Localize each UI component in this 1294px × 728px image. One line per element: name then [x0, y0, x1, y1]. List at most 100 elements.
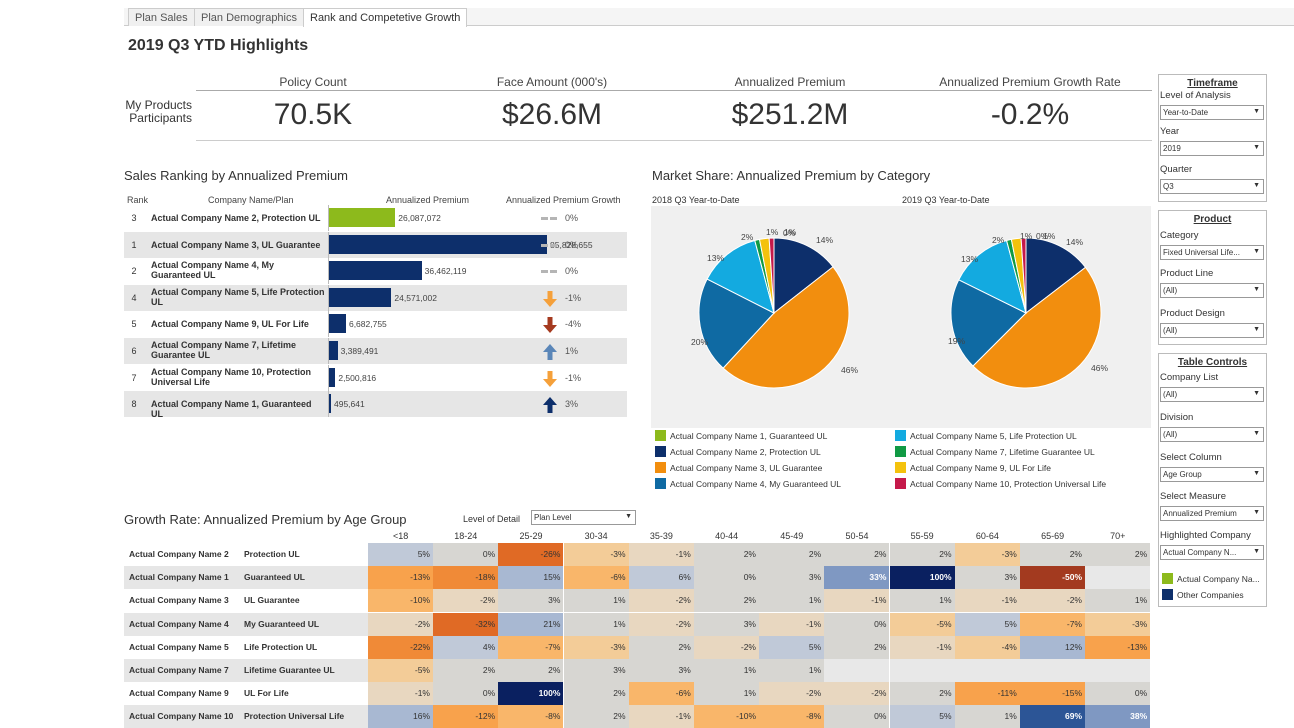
- heatmap-row[interactable]: Actual Company Name 4 My Guaranteed UL: [124, 612, 368, 636]
- heatmap-cell[interactable]: 69%: [1020, 705, 1085, 728]
- heatmap-cell[interactable]: 3%: [759, 566, 825, 590]
- heatmap-cell[interactable]: 6%: [628, 566, 694, 590]
- heatmap-cell[interactable]: 38%: [1085, 705, 1151, 728]
- heatmap-cell[interactable]: 16%: [368, 705, 433, 728]
- heatmap-cell[interactable]: 33%: [824, 566, 890, 590]
- pie-legend-item[interactable]: Actual Company Name 10, Protection Unive…: [895, 478, 1106, 489]
- heatmap-cell[interactable]: -18%: [433, 566, 499, 590]
- product-select[interactable]: Fixed Universal Life... ▼: [1160, 245, 1264, 260]
- heatmap-cell[interactable]: -10%: [694, 705, 759, 728]
- pie-slice[interactable]: [722, 266, 850, 389]
- heatmap-cell[interactable]: 4%: [433, 635, 499, 659]
- heatmap-cell[interactable]: 2%: [889, 682, 955, 706]
- pie-slice[interactable]: [1020, 237, 1027, 314]
- heatmap-cell[interactable]: 1%: [889, 589, 955, 613]
- pie-slice[interactable]: [706, 239, 775, 314]
- table_controls-select[interactable]: (All) ▼: [1160, 427, 1264, 442]
- heatmap-cell[interactable]: -2%: [1020, 589, 1085, 613]
- heatmap-cell[interactable]: -1%: [759, 612, 825, 636]
- ranking-row[interactable]: 2 Actual Company Name 4, My Guaranteed UL…: [124, 258, 627, 285]
- pie-legend-item[interactable]: Actual Company Name 3, UL Guarantee: [655, 462, 822, 473]
- heatmap-cell[interactable]: -3%: [563, 635, 629, 659]
- pie-slice[interactable]: [972, 266, 1102, 389]
- heatmap-cell[interactable]: 0%: [433, 682, 499, 706]
- heatmap-cell[interactable]: 2%: [498, 659, 564, 682]
- heatmap-cell[interactable]: 15%: [498, 566, 564, 590]
- heatmap-cell[interactable]: 2%: [1020, 543, 1085, 566]
- heatmap-cell[interactable]: -10%: [368, 589, 433, 613]
- heatmap-cell[interactable]: -13%: [1085, 635, 1151, 659]
- heatmap-cell[interactable]: -5%: [368, 659, 433, 682]
- product-select[interactable]: (All) ▼: [1160, 323, 1264, 338]
- heatmap-cell[interactable]: -1%: [889, 635, 955, 659]
- level-of-detail-select[interactable]: Plan Level ▼: [531, 510, 636, 525]
- ranking-row[interactable]: 7 Actual Company Name 10, Protection Univ…: [124, 364, 627, 391]
- heatmap-cell[interactable]: 3%: [563, 659, 629, 682]
- heatmap-cell[interactable]: 3%: [954, 566, 1020, 590]
- heatmap-cell[interactable]: 0%: [824, 705, 890, 728]
- pie-legend-item[interactable]: Actual Company Name 2, Protection UL: [655, 446, 821, 457]
- ranking-row[interactable]: 4 Actual Company Name 5, Life Protection …: [124, 284, 627, 311]
- pie-legend-item[interactable]: Actual Company Name 1, Guaranteed UL: [655, 430, 827, 441]
- heatmap-cell[interactable]: -4%: [954, 635, 1020, 659]
- heatmap-cell[interactable]: 2%: [824, 543, 890, 566]
- ranking-row[interactable]: 3 Actual Company Name 2, Protection UL 26,…: [124, 205, 627, 231]
- heatmap-row[interactable]: Actual Company Name 5 Life Protection UL: [124, 636, 368, 659]
- pie-slice[interactable]: [698, 278, 775, 369]
- pie-legend-item[interactable]: Actual Company Name 5, Life Protection U…: [895, 430, 1077, 441]
- heatmap-cell[interactable]: -8%: [759, 705, 825, 728]
- ranking-row[interactable]: 8 Actual Company Name 1, Guaranteed UL 495…: [124, 391, 627, 419]
- heatmap-cell[interactable]: 5%: [368, 543, 433, 566]
- tab-plan-demographics[interactable]: Plan Demographics: [194, 8, 304, 26]
- heatmap-cell[interactable]: 1%: [694, 682, 759, 706]
- heatmap-cell[interactable]: 1%: [694, 659, 759, 682]
- tab-plan-sales[interactable]: Plan Sales: [128, 8, 195, 26]
- table_controls-select[interactable]: Annualized Premium ▼: [1160, 506, 1264, 521]
- heatmap-cell[interactable]: -1%: [954, 589, 1020, 613]
- timeframe-select[interactable]: Year-to-Date ▼: [1160, 105, 1264, 120]
- heatmap-cell[interactable]: 2%: [1085, 543, 1151, 566]
- heatmap-cell[interactable]: -6%: [563, 566, 629, 590]
- heatmap-cell[interactable]: -6%: [628, 682, 694, 706]
- heatmap-cell[interactable]: -2%: [433, 589, 499, 613]
- pie-legend-item[interactable]: Actual Company Name 7, Lifetime Guarante…: [895, 446, 1095, 457]
- product-select[interactable]: (All) ▼: [1160, 283, 1264, 298]
- heatmap-cell[interactable]: -1%: [824, 589, 890, 613]
- ranking-row[interactable]: 1 Actual Company Name 3, UL Guarantee 85,8…: [124, 231, 627, 258]
- heatmap-cell[interactable]: -1%: [628, 705, 694, 728]
- heatmap-cell[interactable]: -7%: [498, 635, 564, 659]
- heatmap-cell[interactable]: -12%: [433, 705, 499, 728]
- heatmap-cell[interactable]: 12%: [1020, 635, 1085, 659]
- heatmap-cell[interactable]: 100%: [889, 566, 955, 590]
- heatmap-cell[interactable]: -2%: [368, 612, 433, 636]
- timeframe-select[interactable]: Q3 ▼: [1160, 179, 1264, 194]
- heatmap-cell[interactable]: 100%: [498, 682, 564, 706]
- heatmap-cell[interactable]: [1085, 566, 1151, 590]
- heatmap-row[interactable]: Actual Company Name 10 Protection Univers…: [124, 705, 368, 728]
- heatmap-row[interactable]: Actual Company Name 9 UL For Life: [124, 682, 368, 705]
- pie-slice[interactable]: [958, 239, 1027, 314]
- pie-slice[interactable]: [950, 279, 1027, 367]
- heatmap-cell[interactable]: -2%: [694, 635, 759, 659]
- heatmap-cell[interactable]: -22%: [368, 635, 433, 659]
- heatmap-cell[interactable]: [889, 659, 955, 682]
- heatmap-cell[interactable]: -15%: [1020, 682, 1085, 706]
- heatmap-cell[interactable]: 21%: [498, 612, 564, 636]
- heatmap-cell[interactable]: 2%: [694, 589, 759, 613]
- tab-rank-competitive-growth[interactable]: Rank and Competetive Growth: [303, 8, 468, 27]
- heatmap-cell[interactable]: 2%: [694, 543, 759, 566]
- heatmap-cell[interactable]: 0%: [433, 543, 499, 566]
- heatmap-cell[interactable]: 2%: [433, 659, 499, 682]
- heatmap-cell[interactable]: 2%: [628, 635, 694, 659]
- heatmap-cell[interactable]: -3%: [954, 543, 1020, 566]
- heatmap-cell[interactable]: -2%: [759, 682, 825, 706]
- heatmap-row[interactable]: Actual Company Name 7 Lifetime Guarantee …: [124, 659, 368, 682]
- heatmap-cell[interactable]: 1%: [954, 705, 1020, 728]
- heatmap-cell[interactable]: -2%: [628, 612, 694, 636]
- heatmap-cell[interactable]: 2%: [889, 543, 955, 566]
- heatmap-cell[interactable]: -50%: [1020, 566, 1085, 590]
- ranking-row[interactable]: 6 Actual Company Name 7, Lifetime Guarant…: [124, 338, 627, 364]
- heatmap-cell[interactable]: -32%: [433, 612, 499, 636]
- table_controls-select[interactable]: Age Group ▼: [1160, 467, 1264, 482]
- heatmap-cell[interactable]: -3%: [1085, 612, 1151, 636]
